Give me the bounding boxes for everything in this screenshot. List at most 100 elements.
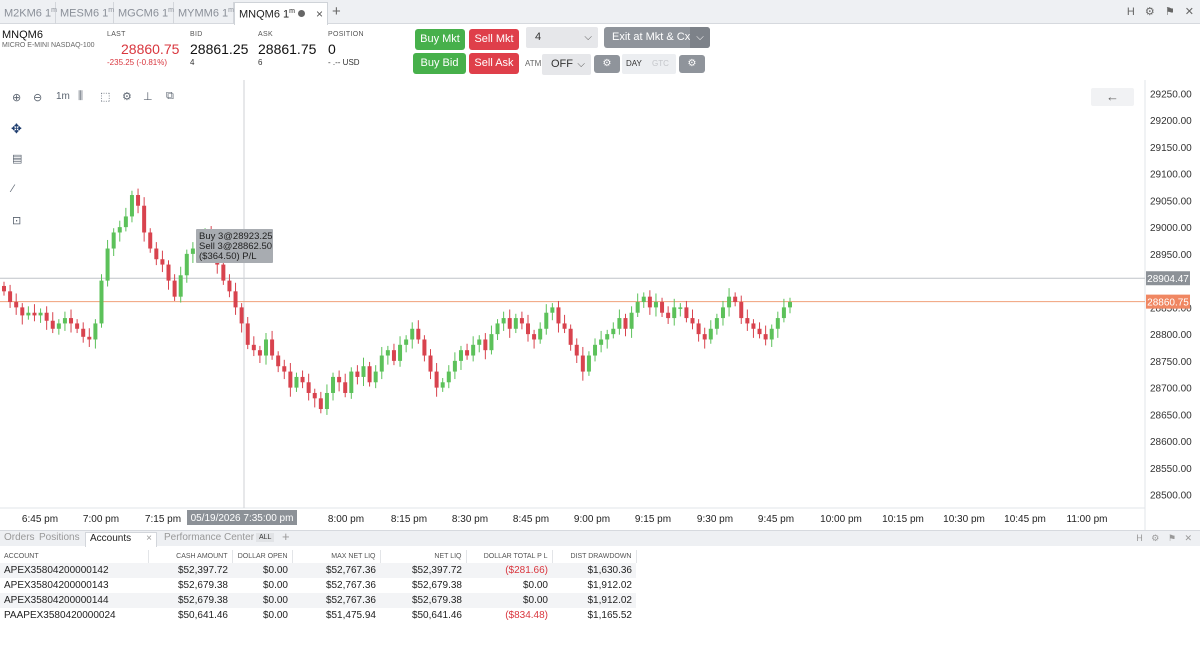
gear-icon[interactable]: ⚙ <box>1151 533 1160 543</box>
tif-settings-gear-icon[interactable]: ⚙ <box>679 55 705 73</box>
tif-day-option[interactable]: DAY <box>626 59 642 68</box>
price-axis-label: 28750.00 <box>1150 357 1192 368</box>
table-row[interactable]: APEX35804200000143 $52,679.38 $0.00 $52,767… <box>0 578 636 593</box>
col-max-net-liq[interactable]: MAX NET LIQ <box>292 550 381 563</box>
candle-body <box>355 371 360 377</box>
tab-mgcm6[interactable]: MGCM6 1m <box>114 2 174 24</box>
candle-body <box>270 339 275 356</box>
scroll-to-latest-arrow-icon[interactable]: ← <box>1091 88 1134 106</box>
price-axis-label: 28700.00 <box>1150 384 1192 395</box>
tab-label: MESM6 1 <box>60 7 109 20</box>
lock-icon[interactable]: ⊡ <box>12 215 22 227</box>
candle-body <box>117 227 122 233</box>
gear-icon[interactable]: ⚙ <box>1144 6 1155 18</box>
tif-gtc-option[interactable]: GTC <box>652 59 669 68</box>
tab-positions[interactable]: Positions <box>39 532 80 543</box>
indicators-icon[interactable]: ⊥ <box>143 91 153 103</box>
col-dollar-total-pl[interactable]: DOLLAR TOTAL P L <box>466 550 553 563</box>
notes-icon[interactable]: ▤ <box>12 153 23 165</box>
atm-settings-gear-icon[interactable]: ⚙ <box>594 55 620 73</box>
pin-icon[interactable]: ⚑ <box>1167 533 1176 543</box>
add-tab-icon[interactable]: + <box>282 529 290 544</box>
close-tab-icon[interactable]: × <box>315 7 323 21</box>
table-row[interactable]: APEX35804200000142 $52,397.72 $0.00 $52,767… <box>0 563 636 578</box>
candle-body <box>763 334 768 340</box>
time-axis-label: 8:45 pm <box>513 514 549 525</box>
price-chart[interactable]: 29250.00 29200.00 29150.00 29100.00 29050.00… <box>0 80 1200 530</box>
buy-market-button[interactable]: Buy Mkt <box>415 29 465 50</box>
candle-body <box>361 366 366 377</box>
price-axis-label: 29100.00 <box>1150 170 1192 181</box>
col-dollar-open[interactable]: DOLLAR OPEN <box>232 550 293 563</box>
candle-body <box>513 318 518 329</box>
cell-dollar-total-pl: ($834.48) <box>505 610 548 621</box>
close-tab-icon[interactable]: × <box>146 533 152 544</box>
col-cash-amount[interactable]: CASH AMOUNT <box>148 550 233 563</box>
tab-orders[interactable]: Orders <box>4 532 35 543</box>
cell-net-liq: $50,641.46 <box>411 610 462 621</box>
tab-mymm6[interactable]: MYMM6 1m <box>174 2 234 24</box>
bar-type-icon[interactable]: ⫼ <box>78 90 84 102</box>
cell-cash-amount: $50,641.46 <box>177 610 228 621</box>
col-net-liq[interactable]: NET LIQ <box>380 550 467 563</box>
chart-canvas[interactable]: 29250.00 29200.00 29150.00 29100.00 29050.00… <box>0 80 1200 530</box>
col-account[interactable]: ACCOUNT <box>0 550 149 563</box>
close-icon[interactable]: ✕ <box>1184 533 1192 543</box>
templates-icon[interactable]: ⧉ <box>166 90 174 102</box>
hide-button[interactable]: H <box>1136 533 1143 543</box>
tab-label: MYMM6 1 <box>178 7 229 20</box>
pin-icon[interactable]: ⚑ <box>1164 6 1175 18</box>
col-dist-drawdown[interactable]: DIST DRAWDOWN <box>552 550 637 563</box>
chevron-down-icon[interactable]: ⌵ <box>690 27 710 48</box>
cell-dollar-total-pl: $0.00 <box>466 593 552 608</box>
position-label: POSITION <box>328 31 364 38</box>
price-axis-label: 29050.00 <box>1150 196 1192 207</box>
exit-at-market-button[interactable]: Exit at Mkt & Cxl ⌵ <box>604 27 710 48</box>
close-icon[interactable]: ✕ <box>1184 6 1194 18</box>
table-row[interactable]: PAAPEX3580420000024 $50,641.46 $0.00 $51,47… <box>0 608 636 623</box>
buy-bid-button[interactable]: Buy Bid <box>413 53 466 74</box>
symbol-name[interactable]: MNQM6 <box>2 29 43 41</box>
zoom-in-icon[interactable]: ⊕ <box>12 92 22 104</box>
table-row[interactable]: APEX35804200000144 $52,679.38 $0.00 $52,767… <box>0 593 636 608</box>
add-tab-icon[interactable]: + <box>332 3 341 20</box>
candle-body <box>282 366 287 372</box>
time-axis-label: 8:15 pm <box>391 514 427 525</box>
select-area-icon[interactable]: ⬚ <box>100 91 111 103</box>
hide-button[interactable]: H <box>1126 6 1135 18</box>
price-axis-label: 28950.00 <box>1150 250 1192 261</box>
candle-body <box>611 328 616 335</box>
tab-m2km6[interactable]: M2KM6 1m <box>0 2 57 24</box>
candle-body <box>2 285 6 292</box>
candle-body <box>678 307 683 309</box>
tab-interval-sup: m <box>108 7 115 14</box>
all-filter-badge[interactable]: ALL <box>256 533 275 542</box>
cell-dollar-total-pl: $0.00 <box>522 580 548 591</box>
tab-mnqm6[interactable]: MNQM6 1m × <box>234 2 328 25</box>
price-change: -235.25 (-0.81%) <box>107 58 168 67</box>
sell-ask-button[interactable]: Sell Ask <box>469 53 519 74</box>
tab-performance-center[interactable]: Performance Center <box>164 532 255 543</box>
candle-body <box>75 323 80 329</box>
cell-account: PAAPEX3580420000024 <box>4 610 116 621</box>
cell-max-net-liq: $51,475.94 <box>325 610 376 621</box>
atm-strategy-select[interactable]: OFF ⌵ <box>542 54 591 75</box>
candle-body <box>129 195 134 217</box>
zoom-out-icon[interactable]: ⊖ <box>33 92 43 104</box>
candle-body <box>562 323 567 329</box>
tab-mesm6[interactable]: MESM6 1m <box>56 2 114 24</box>
draw-line-icon[interactable]: ⁄ <box>12 183 14 195</box>
candle-body <box>507 318 512 329</box>
candle-body <box>727 296 732 308</box>
interval-button[interactable]: 1m <box>56 91 70 102</box>
chart-settings-gear-icon[interactable]: ⚙ <box>122 91 132 103</box>
time-axis-label: 7:00 pm <box>83 514 119 525</box>
tab-label: MGCM6 1 <box>118 7 169 20</box>
tab-accounts[interactable]: Accounts × <box>85 532 157 547</box>
crosshair-icon[interactable]: ✥ <box>11 121 22 136</box>
sell-market-button[interactable]: Sell Mkt <box>469 29 519 50</box>
cell-net-liq: $52,679.38 <box>411 580 462 591</box>
candle-body <box>172 280 177 297</box>
candle-body <box>690 318 695 324</box>
quantity-select[interactable]: 4 ⌵ <box>526 27 598 48</box>
